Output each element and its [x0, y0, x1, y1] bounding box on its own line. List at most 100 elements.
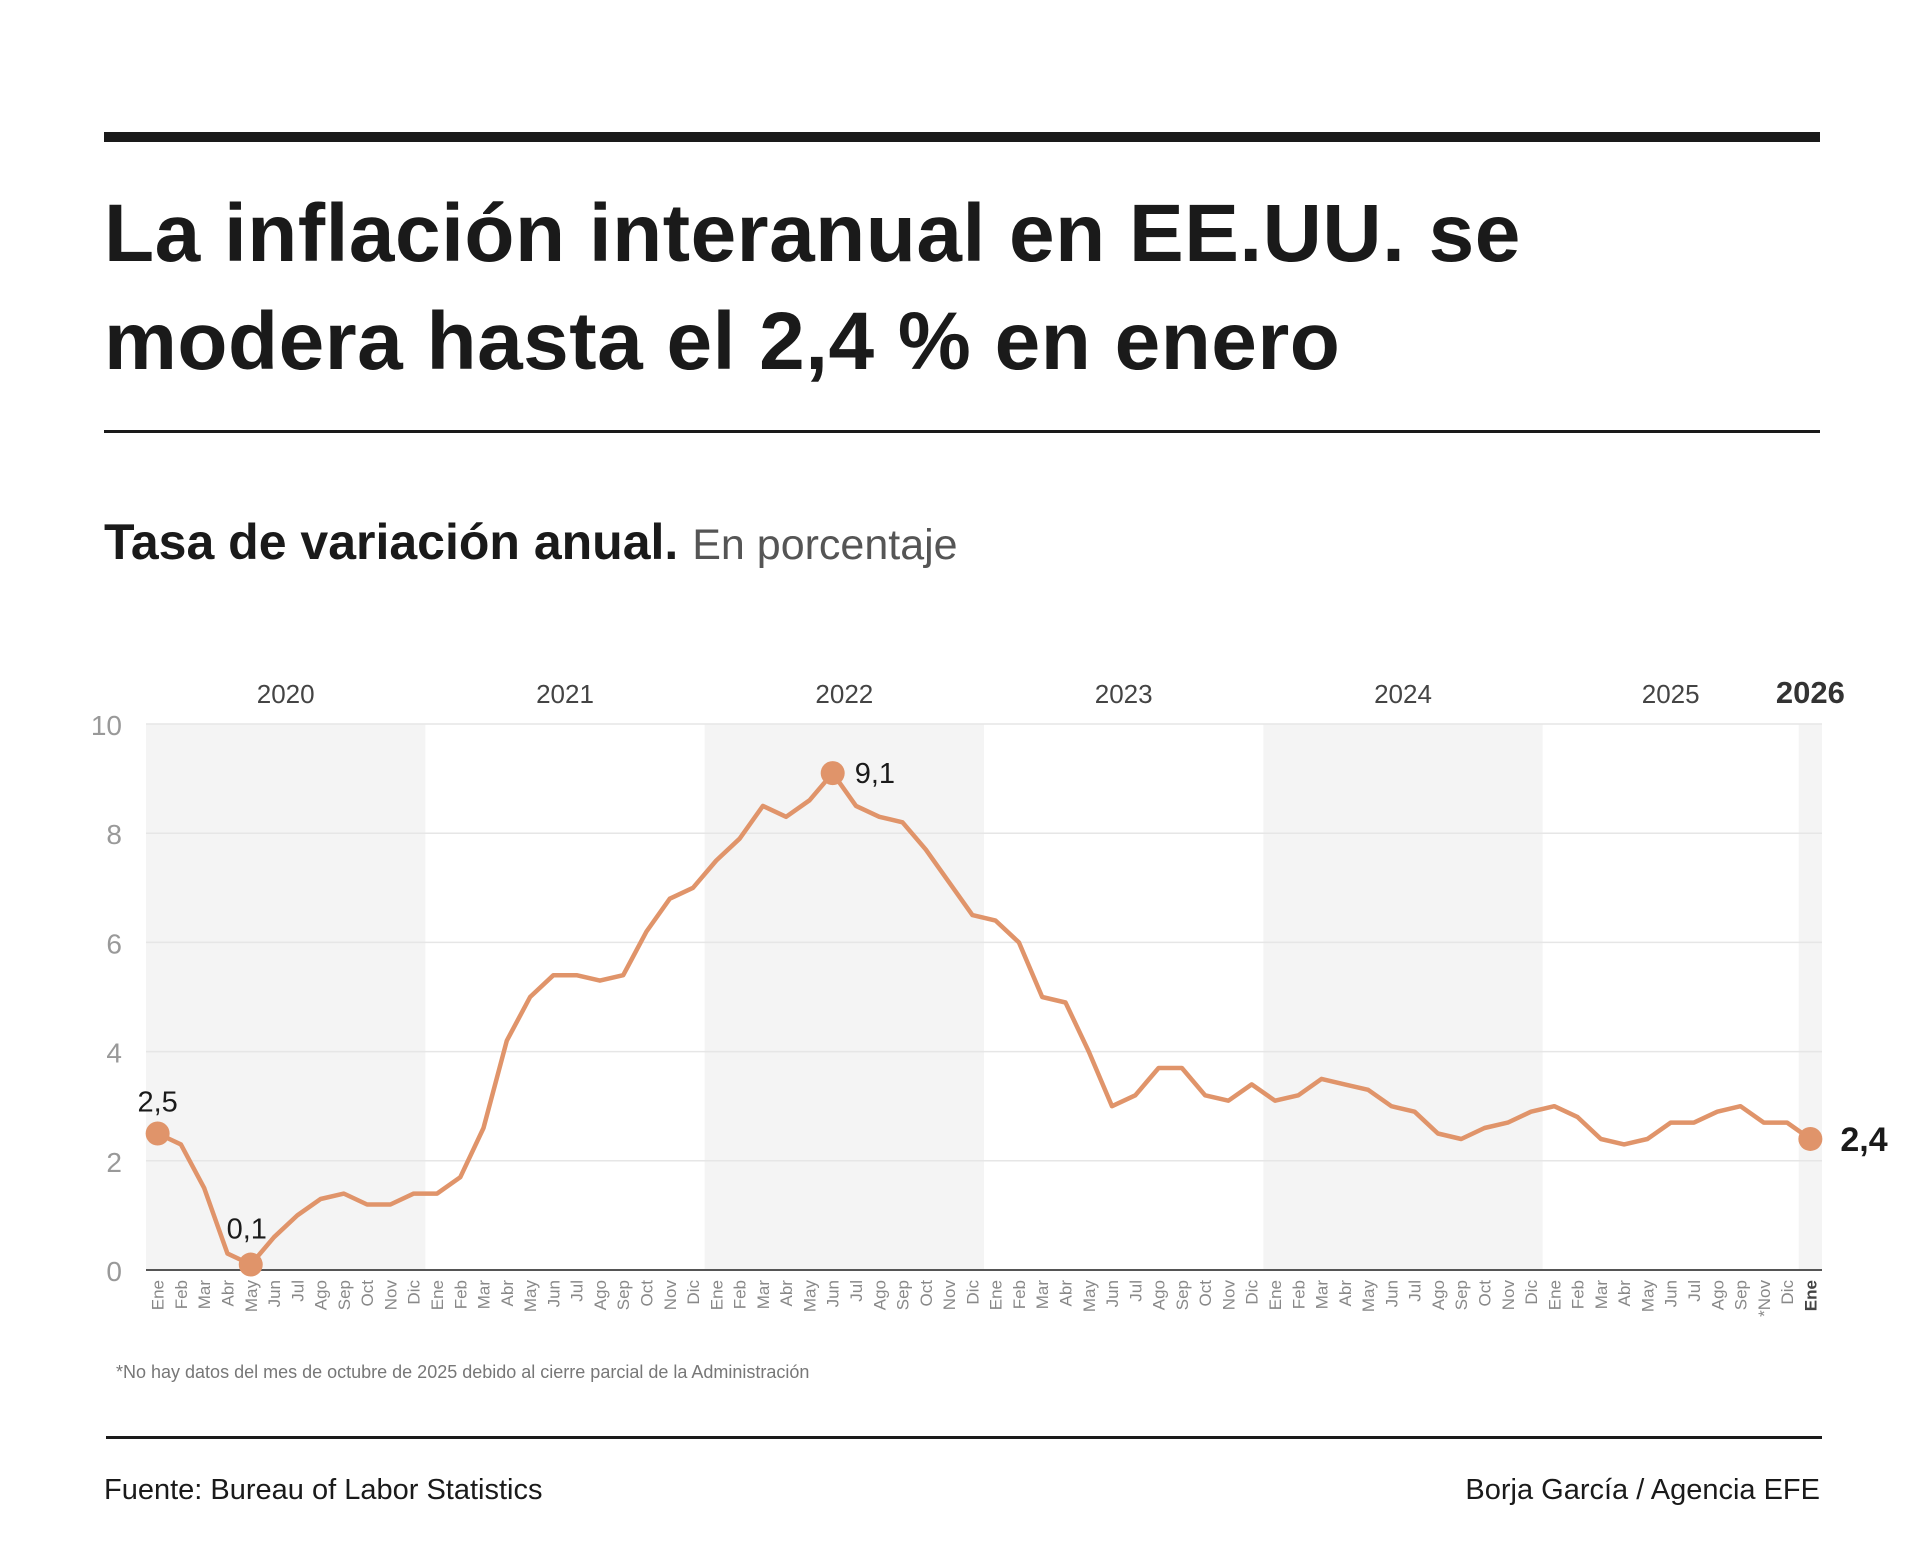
- month-tick-label: Jun: [1662, 1280, 1681, 1307]
- month-tick-label: May: [800, 1280, 819, 1313]
- month-tick-label: Jul: [288, 1280, 307, 1302]
- year-label-2020: 2020: [257, 679, 315, 709]
- source-text: Fuente: Bureau of Labor Statistics: [104, 1474, 543, 1506]
- data-label-2,4: 2,4: [1840, 1121, 1887, 1159]
- month-tick-label: Feb: [451, 1280, 470, 1309]
- year-label-2024: 2024: [1374, 679, 1432, 709]
- month-tick-label: Ene: [428, 1280, 447, 1310]
- data-point-2,5: [145, 1121, 170, 1146]
- month-tick-label: Jun: [1382, 1280, 1401, 1307]
- month-tick-label: Ago: [312, 1280, 331, 1310]
- month-tick-label: Ene: [149, 1280, 168, 1310]
- month-tick-label: *Nov: [1755, 1280, 1774, 1317]
- month-tick-label: Ago: [1708, 1280, 1727, 1310]
- month-tick-label: Oct: [358, 1280, 377, 1307]
- month-tick-label: Abr: [218, 1280, 237, 1307]
- month-tick-label: Jul: [1685, 1280, 1704, 1302]
- month-tick-label: Ago: [1150, 1280, 1169, 1310]
- month-tick-label: Nov: [1499, 1280, 1518, 1311]
- month-tick-label: Dic: [963, 1280, 982, 1305]
- month-tick-label: Mar: [1033, 1280, 1052, 1310]
- month-tick-label: Ene: [987, 1280, 1006, 1310]
- month-tick-label: Abr: [777, 1280, 796, 1307]
- subtitle-units: En porcentaje: [692, 521, 958, 569]
- year-label-2022: 2022: [815, 679, 873, 709]
- month-tick-label: Feb: [1569, 1280, 1588, 1309]
- month-tick-label: Feb: [1289, 1280, 1308, 1309]
- y-tick-label: 4: [106, 1038, 122, 1069]
- year-label-2025: 2025: [1642, 679, 1700, 709]
- month-tick-label: May: [242, 1280, 261, 1313]
- month-tick-label: Dic: [405, 1280, 424, 1305]
- month-tick-label: Jul: [568, 1280, 587, 1302]
- month-tick-label: Sep: [614, 1280, 633, 1310]
- month-tick-label: Ago: [1429, 1280, 1448, 1310]
- subtitle-main: Tasa de variación anual.: [104, 514, 679, 570]
- top-rule: [104, 132, 1820, 142]
- month-tick-label: Oct: [1196, 1280, 1215, 1307]
- month-tick-label: Oct: [1475, 1280, 1494, 1307]
- data-point-9,1: [820, 761, 845, 786]
- month-tick-label: Feb: [1010, 1280, 1029, 1309]
- month-tick-label: Abr: [498, 1280, 517, 1307]
- month-tick-label: May: [1080, 1280, 1099, 1313]
- year-band-2024: [1263, 724, 1543, 1270]
- month-tick-label: Nov: [1219, 1280, 1238, 1311]
- month-tick-label: Abr: [1056, 1280, 1075, 1307]
- month-tick-label: Mar: [195, 1280, 214, 1310]
- data-label-9,1: 9,1: [855, 758, 895, 790]
- month-tick-label: Abr: [1336, 1280, 1355, 1307]
- month-tick-label: Ene: [1801, 1280, 1820, 1311]
- month-tick-label: Dic: [1778, 1280, 1797, 1305]
- month-tick-label: Mar: [1592, 1280, 1611, 1310]
- year-label-2021: 2021: [536, 679, 594, 709]
- month-tick-label: May: [1359, 1280, 1378, 1313]
- month-tick-label: Oct: [637, 1280, 656, 1307]
- footnote: *No hay datos del mes de octubre de 2025…: [116, 1362, 810, 1382]
- month-tick-label: Mar: [475, 1280, 494, 1310]
- headline: La inflación interanual en EE.UU. se mod…: [104, 188, 1521, 387]
- month-tick-label: Mar: [754, 1280, 773, 1310]
- data-label-0,1: 0,1: [227, 1214, 267, 1246]
- footer-divider: [106, 1436, 1822, 1439]
- month-tick-label: Jun: [824, 1280, 843, 1307]
- month-tick-label: Dic: [684, 1280, 703, 1305]
- month-tick-label: Feb: [731, 1280, 750, 1309]
- y-tick-label: 8: [106, 819, 122, 850]
- y-tick-label: 10: [91, 710, 122, 741]
- month-tick-label: Nov: [381, 1280, 400, 1311]
- month-tick-label: Jul: [1126, 1280, 1145, 1302]
- month-tick-label: Ago: [591, 1280, 610, 1310]
- month-tick-label: Dic: [1243, 1280, 1262, 1305]
- y-tick-label: 2: [106, 1147, 122, 1178]
- month-tick-label: Sep: [1452, 1280, 1471, 1310]
- month-tick-label: Jun: [265, 1280, 284, 1307]
- y-tick-label: 0: [106, 1256, 122, 1287]
- month-tick-label: Ene: [1545, 1280, 1564, 1310]
- month-tick-label: Sep: [894, 1280, 913, 1310]
- month-tick-label: Abr: [1615, 1280, 1634, 1307]
- data-label-2,5: 2,5: [137, 1087, 177, 1119]
- month-tick-label: Oct: [917, 1280, 936, 1307]
- year-band-2020: [146, 724, 426, 1270]
- year-label-2026: 2026: [1776, 675, 1845, 710]
- month-tick-label: Jul: [1406, 1280, 1425, 1302]
- month-tick-label: Feb: [172, 1280, 191, 1309]
- month-tick-label: Sep: [1173, 1280, 1192, 1310]
- month-tick-label: Ene: [1266, 1280, 1285, 1310]
- month-tick-label: Sep: [1732, 1280, 1751, 1310]
- month-tick-label: Dic: [1522, 1280, 1541, 1305]
- y-tick-label: 6: [106, 928, 122, 959]
- month-tick-label: Nov: [661, 1280, 680, 1311]
- month-tick-label: Sep: [335, 1280, 354, 1310]
- year-band-2022: [704, 724, 984, 1270]
- month-tick-label: Ene: [707, 1280, 726, 1310]
- month-tick-label: Jul: [847, 1280, 866, 1302]
- month-tick-label: Mar: [1313, 1280, 1332, 1310]
- month-tick-label: May: [521, 1280, 540, 1313]
- chart-subtitle: Tasa de variación anual. En porcentaje: [104, 512, 958, 575]
- data-point-2,4: [1798, 1126, 1823, 1151]
- year-label-2023: 2023: [1095, 679, 1153, 709]
- month-tick-label: Ago: [870, 1280, 889, 1310]
